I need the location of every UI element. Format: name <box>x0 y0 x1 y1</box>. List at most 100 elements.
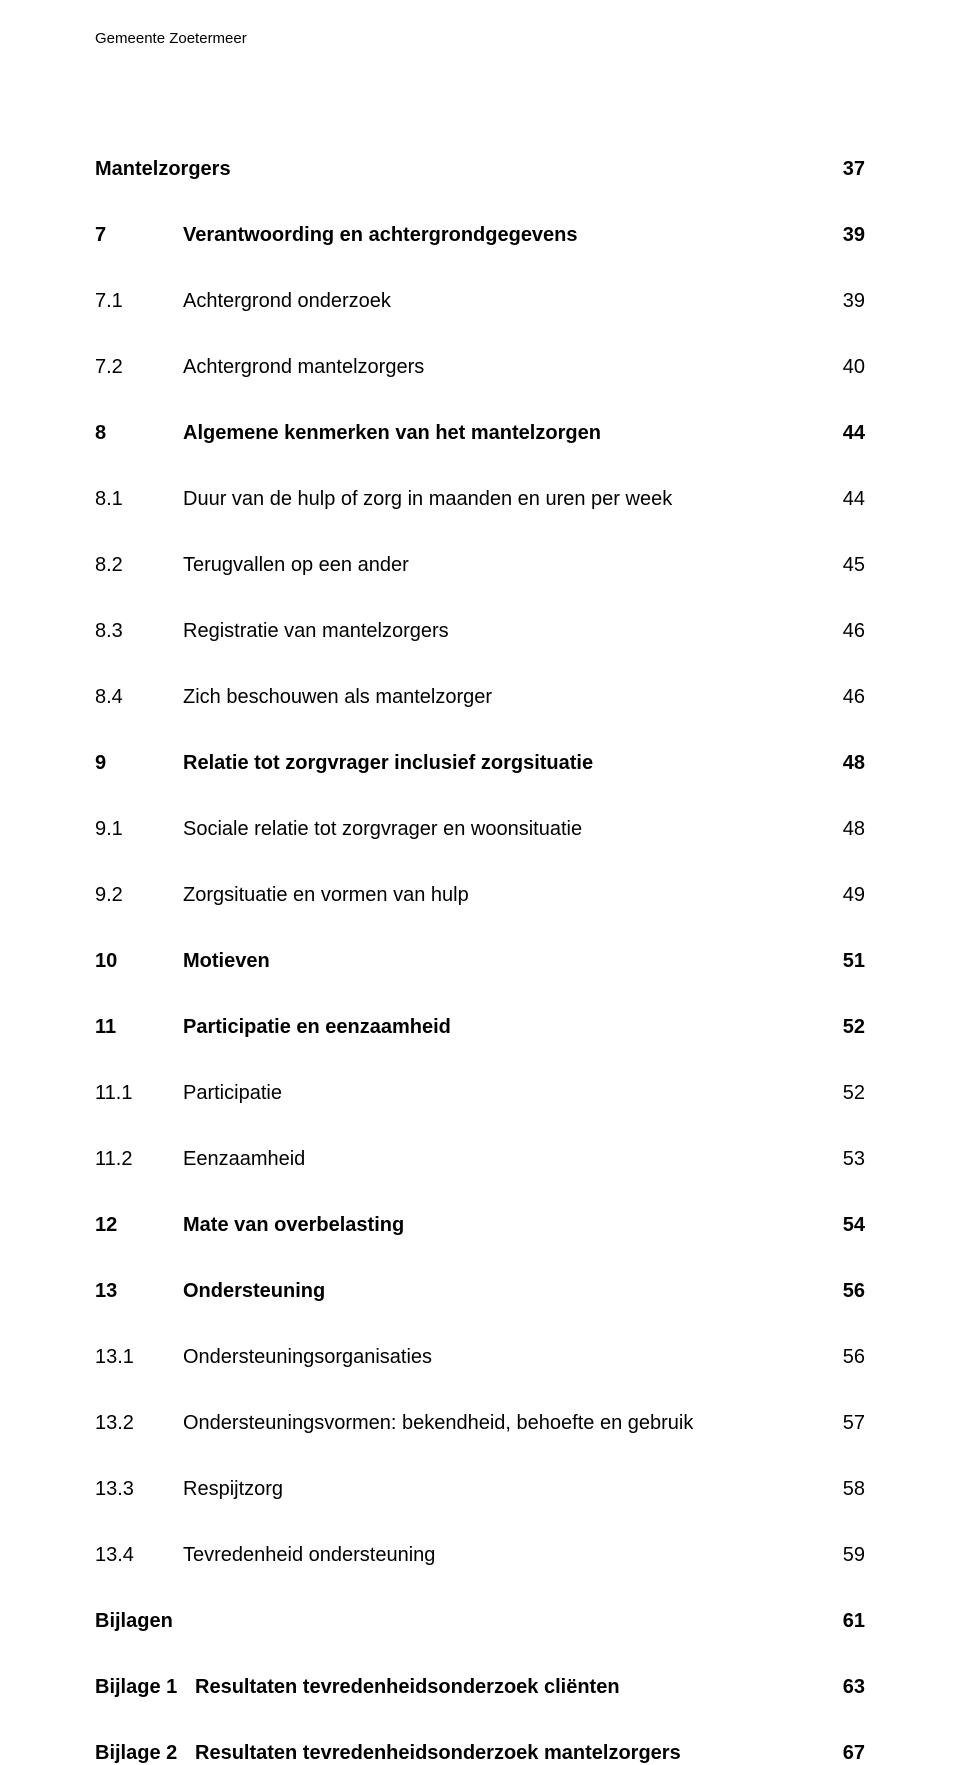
toc-num: 9 <box>95 751 183 775</box>
toc-num: 9.1 <box>95 817 183 841</box>
toc-page: 56 <box>835 1279 865 1303</box>
toc-title: Sociale relatie tot zorgvrager en woonsi… <box>183 817 835 841</box>
toc-num: Bijlage 2 <box>95 1741 195 1765</box>
toc-title: Ondersteuningsvormen: bekendheid, behoef… <box>183 1411 835 1435</box>
toc-title: Achtergrond onderzoek <box>183 289 835 313</box>
page-header: Gemeente Zoetermeer <box>95 30 865 47</box>
toc-title: Resultaten tevredenheidsonderzoek cliënt… <box>195 1675 835 1699</box>
toc-title: Relatie tot zorgvrager inclusief zorgsit… <box>183 751 835 775</box>
toc-title: Eenzaamheid <box>183 1147 835 1171</box>
toc-page: 53 <box>835 1147 865 1171</box>
toc-page: 63 <box>835 1675 865 1699</box>
toc-row: 11.1Participatie52 <box>95 1081 865 1105</box>
toc-row: 8.1Duur van de hulp of zorg in maanden e… <box>95 487 865 511</box>
toc-num: 11.1 <box>95 1081 183 1105</box>
toc-row: 9.2Zorgsituatie en vormen van hulp49 <box>95 883 865 907</box>
toc-num: 7.2 <box>95 355 183 379</box>
toc-row: 9Relatie tot zorgvrager inclusief zorgsi… <box>95 751 865 775</box>
toc-title: Participatie <box>183 1081 835 1105</box>
toc-page: 44 <box>835 487 865 511</box>
toc-num: 13.4 <box>95 1543 183 1567</box>
toc-title: Mate van overbelasting <box>183 1213 835 1237</box>
toc-title: Participatie en eenzaamheid <box>183 1015 835 1039</box>
toc-page: 44 <box>835 421 865 445</box>
toc-num: 11 <box>95 1015 183 1039</box>
toc-num: 7 <box>95 223 183 247</box>
toc-row: Bijlagen61 <box>95 1609 865 1633</box>
toc-page: 59 <box>835 1543 865 1567</box>
toc-num: 11.2 <box>95 1147 183 1171</box>
toc-row: 7.1Achtergrond onderzoek39 <box>95 289 865 313</box>
toc-page: 51 <box>835 949 865 973</box>
toc-row: 8.3Registratie van mantelzorgers46 <box>95 619 865 643</box>
toc-page: 56 <box>835 1345 865 1369</box>
toc-title: Tevredenheid ondersteuning <box>183 1543 835 1567</box>
toc-row: 7.2Achtergrond mantelzorgers40 <box>95 355 865 379</box>
toc-page: 54 <box>835 1213 865 1237</box>
toc-title: Algemene kenmerken van het mantelzorgen <box>183 421 835 445</box>
toc-page: 48 <box>835 751 865 775</box>
toc-page: 61 <box>835 1609 865 1633</box>
toc-num: 7.1 <box>95 289 183 313</box>
toc-num: 13 <box>95 1279 183 1303</box>
toc-page: 57 <box>835 1411 865 1435</box>
toc-page: 46 <box>835 685 865 709</box>
toc-row: 9.1Sociale relatie tot zorgvrager en woo… <box>95 817 865 841</box>
toc-title: Resultaten tevredenheidsonderzoek mantel… <box>195 1741 835 1765</box>
toc-page: 58 <box>835 1477 865 1501</box>
toc-page: 39 <box>835 223 865 247</box>
toc-num: 8.2 <box>95 553 183 577</box>
toc-page: 45 <box>835 553 865 577</box>
toc-num: 13.2 <box>95 1411 183 1435</box>
toc-title: Mantelzorgers <box>95 157 835 181</box>
toc-title: Verantwoording en achtergrondgegevens <box>183 223 835 247</box>
toc-title: Respijtzorg <box>183 1477 835 1501</box>
toc-num: 8.3 <box>95 619 183 643</box>
toc-page: 37 <box>835 157 865 181</box>
toc-title: Duur van de hulp of zorg in maanden en u… <box>183 487 835 511</box>
toc-row: Bijlage 1Resultaten tevredenheidsonderzo… <box>95 1675 865 1699</box>
toc-title: Terugvallen op een ander <box>183 553 835 577</box>
toc-page: 46 <box>835 619 865 643</box>
toc-row: Mantelzorgers37 <box>95 157 865 181</box>
toc-page: 52 <box>835 1081 865 1105</box>
toc-num: 8.4 <box>95 685 183 709</box>
toc-row: 8.4Zich beschouwen als mantelzorger46 <box>95 685 865 709</box>
toc-row: 11Participatie en eenzaamheid52 <box>95 1015 865 1039</box>
toc-num: 12 <box>95 1213 183 1237</box>
toc-num: Bijlage 1 <box>95 1675 195 1699</box>
toc-row: 10Motieven51 <box>95 949 865 973</box>
toc-page: 49 <box>835 883 865 907</box>
toc-title: Ondersteuning <box>183 1279 835 1303</box>
toc-row: 13.3Respijtzorg58 <box>95 1477 865 1501</box>
toc-row: 13.1Ondersteuningsorganisaties56 <box>95 1345 865 1369</box>
toc-page: 39 <box>835 289 865 313</box>
toc-row: 8Algemene kenmerken van het mantelzorgen… <box>95 421 865 445</box>
toc-num: 13.1 <box>95 1345 183 1369</box>
toc-row: 13.4Tevredenheid ondersteuning59 <box>95 1543 865 1567</box>
toc-num: 9.2 <box>95 883 183 907</box>
toc-row: 11.2Eenzaamheid53 <box>95 1147 865 1171</box>
toc-title: Zorgsituatie en vormen van hulp <box>183 883 835 907</box>
page: Gemeente Zoetermeer Mantelzorgers37 7Vera… <box>0 0 960 1709</box>
toc-row: 8.2Terugvallen op een ander45 <box>95 553 865 577</box>
toc-num: 8 <box>95 421 183 445</box>
toc-title: Zich beschouwen als mantelzorger <box>183 685 835 709</box>
toc-row: 12Mate van overbelasting54 <box>95 1213 865 1237</box>
toc-title: Achtergrond mantelzorgers <box>183 355 835 379</box>
toc-page: 48 <box>835 817 865 841</box>
table-of-contents: Mantelzorgers37 7Verantwoording en achter… <box>95 157 865 1765</box>
toc-title: Registratie van mantelzorgers <box>183 619 835 643</box>
toc-num: Bijlagen <box>95 1609 835 1633</box>
toc-row: Bijlage 2Resultaten tevredenheidsonderzo… <box>95 1741 865 1765</box>
toc-row: 7Verantwoording en achtergrondgegevens39 <box>95 223 865 247</box>
toc-num: 8.1 <box>95 487 183 511</box>
toc-title: Ondersteuningsorganisaties <box>183 1345 835 1369</box>
toc-row: 13.2Ondersteuningsvormen: bekendheid, be… <box>95 1411 865 1435</box>
toc-num: 13.3 <box>95 1477 183 1501</box>
toc-num: 10 <box>95 949 183 973</box>
toc-title: Motieven <box>183 949 835 973</box>
toc-page: 40 <box>835 355 865 379</box>
toc-page: 52 <box>835 1015 865 1039</box>
toc-row: 13Ondersteuning56 <box>95 1279 865 1303</box>
